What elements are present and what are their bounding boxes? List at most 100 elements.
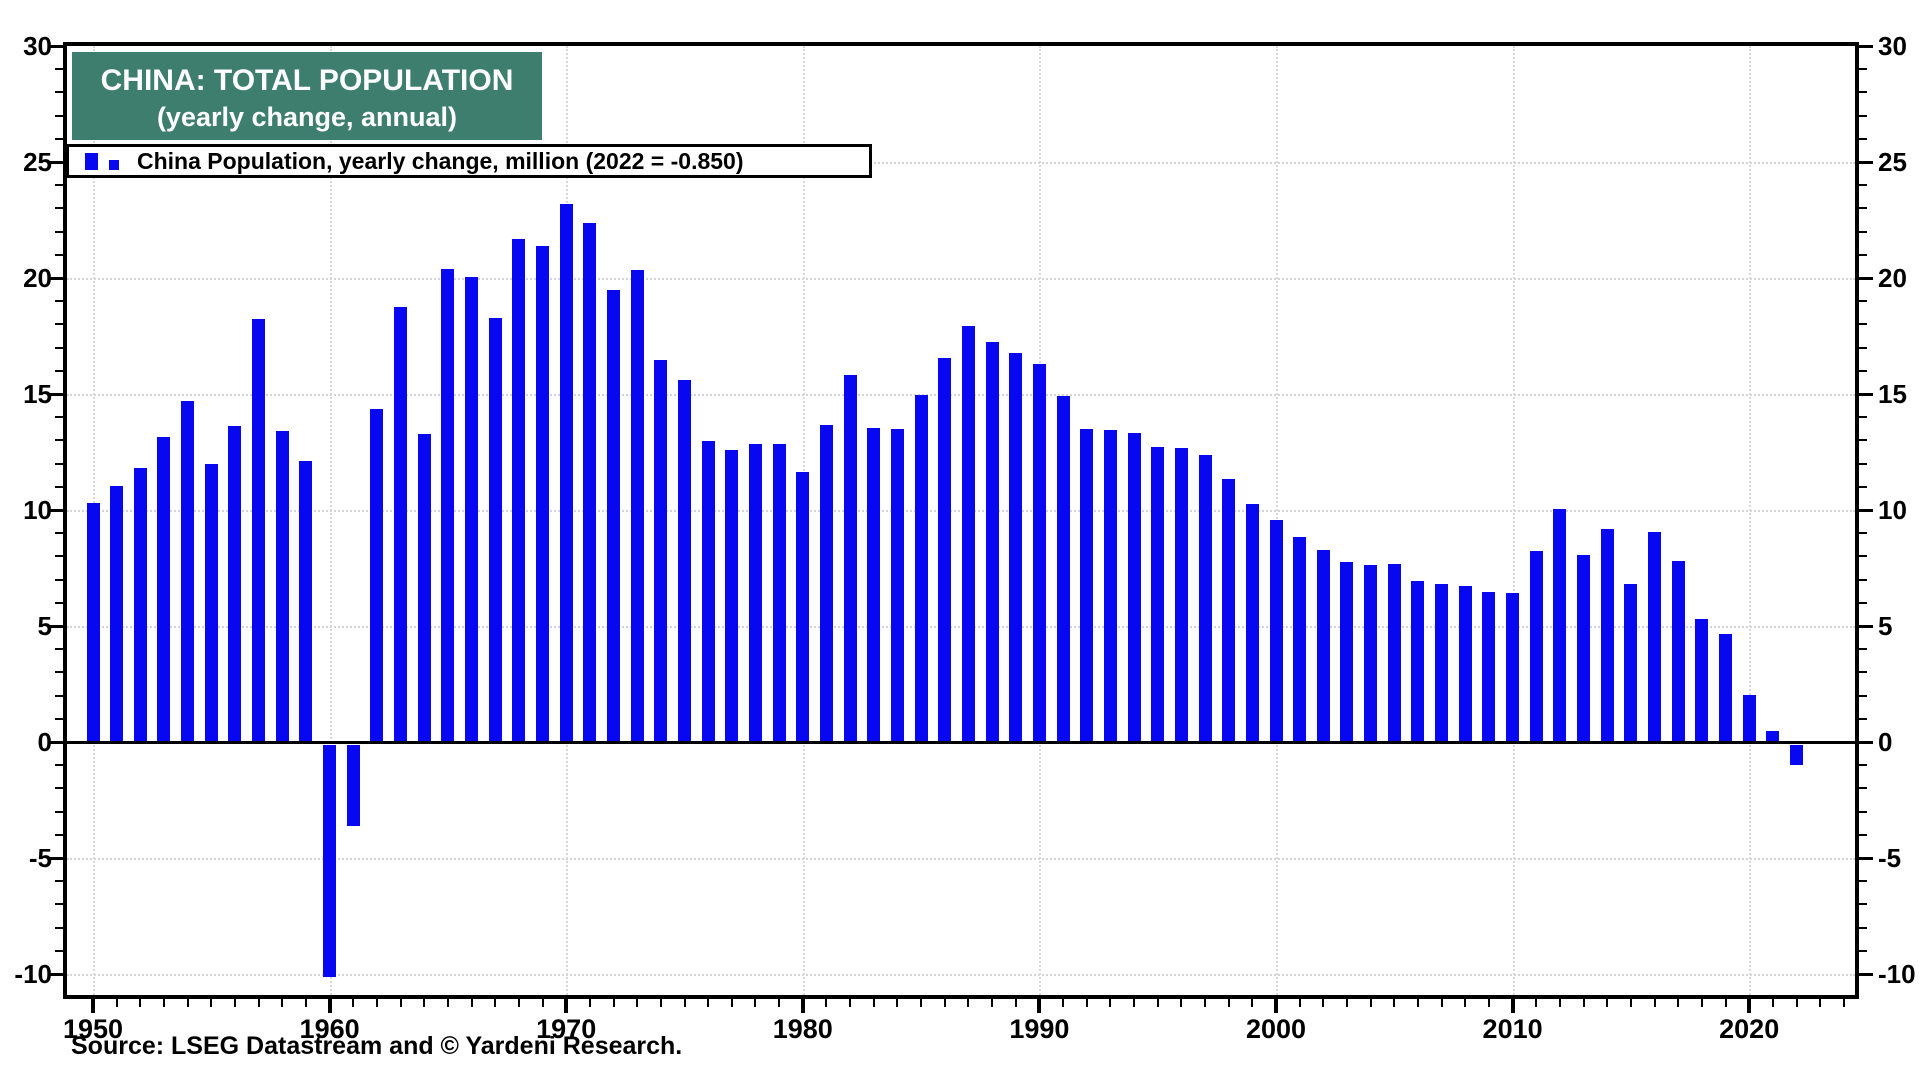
- x-tick-2018: [1700, 999, 1703, 1007]
- bar-1966: [465, 277, 479, 742]
- x-axis-label-1980: 1980: [772, 1014, 833, 1044]
- x-tick-1988: [991, 999, 994, 1007]
- y-tick-right-25: [1859, 160, 1873, 164]
- y-tick-right-24: [1859, 184, 1867, 187]
- x-tick-1951: [115, 999, 118, 1007]
- y-tick-left-17: [55, 346, 63, 349]
- x-tick-1964: [423, 999, 426, 1007]
- y-axis-label-right-20: 20: [1878, 263, 1907, 293]
- bar-1973: [630, 270, 644, 742]
- bar-1952: [133, 467, 147, 742]
- y-gridline-5: [67, 626, 1855, 628]
- y-tick-right--3: [1859, 810, 1867, 813]
- x-tick-2004: [1369, 999, 1372, 1007]
- y-tick-right-16: [1859, 369, 1867, 372]
- y-tick-left-10: [49, 508, 63, 512]
- bar-1953: [157, 437, 171, 742]
- bar-1992: [1080, 429, 1094, 742]
- y-tick-right-10: [1859, 508, 1873, 512]
- bar-1971: [583, 223, 597, 742]
- bar-2003: [1340, 562, 1354, 742]
- x-tick-1963: [399, 999, 402, 1007]
- y-tick-left-2: [55, 694, 63, 697]
- y-axis-label-left-5: 5: [37, 611, 52, 641]
- x-tick-2002: [1322, 999, 1325, 1007]
- bar-1957: [252, 318, 266, 742]
- x-tick-2007: [1440, 999, 1443, 1007]
- x-tick-1967: [494, 999, 497, 1007]
- bar-1996: [1174, 447, 1188, 742]
- bar-1965: [441, 268, 455, 742]
- y-tick-left-29: [55, 68, 63, 71]
- chart-title: CHINA: TOTAL POPULATION: [100, 64, 514, 97]
- plot-area: [63, 42, 1859, 999]
- x-tick-1966: [470, 999, 473, 1007]
- y-tick-right-8: [1859, 555, 1867, 558]
- y-gridline-10: [67, 510, 1855, 512]
- bar-1993: [1103, 429, 1117, 742]
- x-tick-2003: [1345, 999, 1348, 1007]
- y-axis-label-right-30: 30: [1878, 31, 1907, 61]
- bar-2019: [1719, 633, 1733, 742]
- y-tick-right--5: [1859, 856, 1873, 860]
- y-gridline--10: [67, 974, 1855, 976]
- chart-title-box: CHINA: TOTAL POPULATION (yearly change, …: [72, 52, 542, 140]
- legend-label: China Population, yearly change, million…: [137, 147, 744, 174]
- y-tick-left-15: [49, 392, 63, 396]
- bar-1975: [678, 379, 691, 742]
- y-axis-label-right--10: -10: [1878, 959, 1916, 989]
- x-tick-1961: [352, 999, 355, 1007]
- x-axis-label-2020: 2020: [1719, 1014, 1780, 1044]
- x-tick-1953: [162, 999, 165, 1007]
- y-gridline-20: [67, 278, 1855, 280]
- bar-2005: [1387, 563, 1401, 742]
- bar-1984: [890, 429, 904, 742]
- y-axis-label-left-0: 0: [37, 727, 52, 757]
- x-tick-2008: [1464, 999, 1467, 1007]
- y-tick-right-0: [1859, 740, 1873, 744]
- y-axis-label-right-15: 15: [1878, 379, 1907, 409]
- x-tick-1950: [91, 999, 95, 1013]
- y-tick-left--10: [49, 972, 63, 976]
- y-tick-right-30: [1859, 44, 1873, 48]
- y-tick-left-14: [55, 416, 63, 419]
- bar-1978: [748, 443, 762, 742]
- legend-bar-swatch-large: [85, 152, 98, 170]
- bar-2018: [1695, 619, 1709, 742]
- x-tick-1978: [754, 999, 757, 1007]
- x-tick-1994: [1133, 999, 1136, 1007]
- y-gridline-15: [67, 394, 1855, 396]
- bar-2010: [1506, 593, 1520, 742]
- bar-1956: [228, 425, 242, 742]
- y-axis-label-right-5: 5: [1878, 611, 1893, 641]
- bar-1969: [536, 246, 550, 742]
- y-tick-right--4: [1859, 833, 1867, 836]
- x-axis-label-1960: 1960: [299, 1014, 360, 1044]
- y-tick-right-3: [1859, 671, 1867, 674]
- x-tick-2000: [1274, 999, 1278, 1013]
- y-gridline--5: [67, 858, 1855, 860]
- bar-1979: [772, 444, 786, 742]
- x-tick-1981: [825, 999, 828, 1007]
- bar-2014: [1600, 528, 1614, 742]
- y-axis-label-left-20: 20: [23, 263, 52, 293]
- x-tick-1996: [1180, 999, 1183, 1007]
- x-tick-1960: [327, 999, 332, 1013]
- legend-bar-swatch-small: [109, 159, 119, 170]
- bar-2017: [1671, 561, 1685, 742]
- x-tick-1968: [517, 999, 520, 1007]
- y-tick-right-29: [1859, 68, 1867, 71]
- x-axis-label-1950: 1950: [62, 1014, 124, 1044]
- y-tick-left-9: [55, 532, 63, 535]
- y-tick-left-12: [55, 462, 63, 465]
- chart-subtitle: (yearly change, annual): [156, 102, 458, 132]
- bar-2012: [1553, 508, 1567, 742]
- bar-1990: [1032, 364, 1046, 742]
- y-tick-left--1: [55, 764, 63, 767]
- x-tick-2022: [1795, 999, 1798, 1007]
- legend: China Population, yearly change, million…: [66, 144, 872, 178]
- x-axis-label-1970: 1970: [536, 1014, 597, 1044]
- x-tick-1952: [139, 999, 142, 1007]
- x-tick-2016: [1653, 999, 1656, 1007]
- bar-1994: [1127, 432, 1141, 742]
